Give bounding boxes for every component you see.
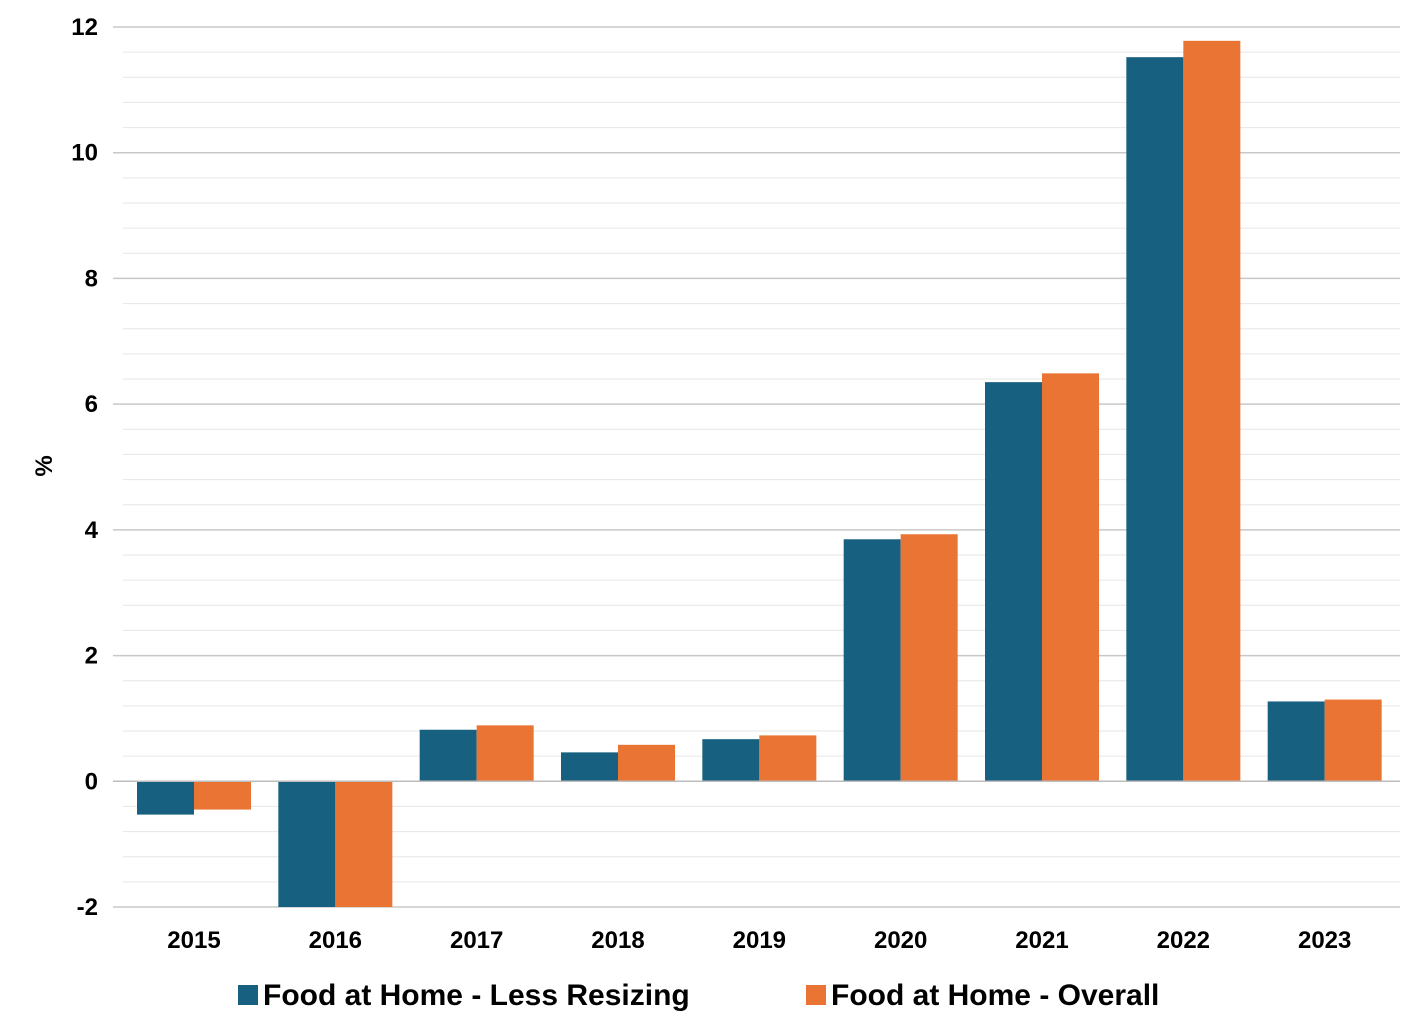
x-tick-label: 2016 [309, 927, 362, 954]
x-tick-label: 2020 [874, 927, 927, 954]
bar-overall-2019 [759, 735, 817, 782]
x-tick-label: 2023 [1298, 927, 1351, 954]
bar-overall-2015 [194, 781, 251, 810]
bar-overall-2020 [900, 534, 958, 782]
bar-less-resizing-2023 [1267, 701, 1325, 782]
bar-less-resizing-2020 [843, 539, 901, 782]
bar-less-resizing-2017 [419, 729, 477, 782]
legend-label-less-resizing: Food at Home - Less Resizing [263, 979, 690, 1012]
y-axis-label: % [31, 455, 58, 476]
legend: Food at Home - Less Resizing Food at Hom… [238, 979, 1159, 1012]
bar-overall-2016 [335, 781, 393, 907]
x-tick-labels: 2015 2016 2017 2018 2019 2020 2021 2022 2023 [167, 927, 1351, 954]
y-tick-label: 0 [85, 768, 98, 795]
x-tick-label: 2019 [733, 927, 786, 954]
bar-overall-2017 [476, 725, 534, 782]
bars [137, 40, 1382, 907]
x-tick-label: 2021 [1015, 927, 1068, 954]
bar-overall-2023 [1324, 699, 1382, 782]
y-tick-label: 10 [71, 140, 98, 167]
bar-less-resizing-2018 [561, 752, 618, 782]
y-tick-labels: -2 0 2 4 6 8 10 12 [71, 14, 98, 921]
y-tick-label: 12 [71, 14, 98, 41]
x-tick-label: 2018 [591, 927, 644, 954]
bar-overall-2022 [1183, 40, 1241, 782]
x-tick-label: 2022 [1157, 927, 1210, 954]
bar-overall-2021 [1042, 373, 1099, 782]
y-tick-label: 6 [85, 391, 98, 418]
y-tick-label: 8 [85, 265, 98, 292]
legend-swatch-less-resizing [238, 985, 258, 1005]
bar-less-resizing-2021 [985, 382, 1042, 782]
bar-less-resizing-2022 [1126, 57, 1184, 782]
bar-less-resizing-2015 [137, 781, 194, 815]
legend-label-overall: Food at Home - Overall [831, 979, 1159, 1012]
bar-overall-2018 [618, 744, 675, 782]
y-tick-label: -2 [77, 894, 98, 921]
y-tick-label: 2 [85, 643, 98, 670]
bar-less-resizing-2019 [702, 739, 760, 782]
legend-swatch-overall [806, 985, 826, 1005]
y-tick-label: 4 [85, 517, 99, 544]
bar-less-resizing-2016 [278, 781, 336, 907]
x-tick-label: 2017 [450, 927, 503, 954]
x-tick-label: 2015 [167, 927, 220, 954]
